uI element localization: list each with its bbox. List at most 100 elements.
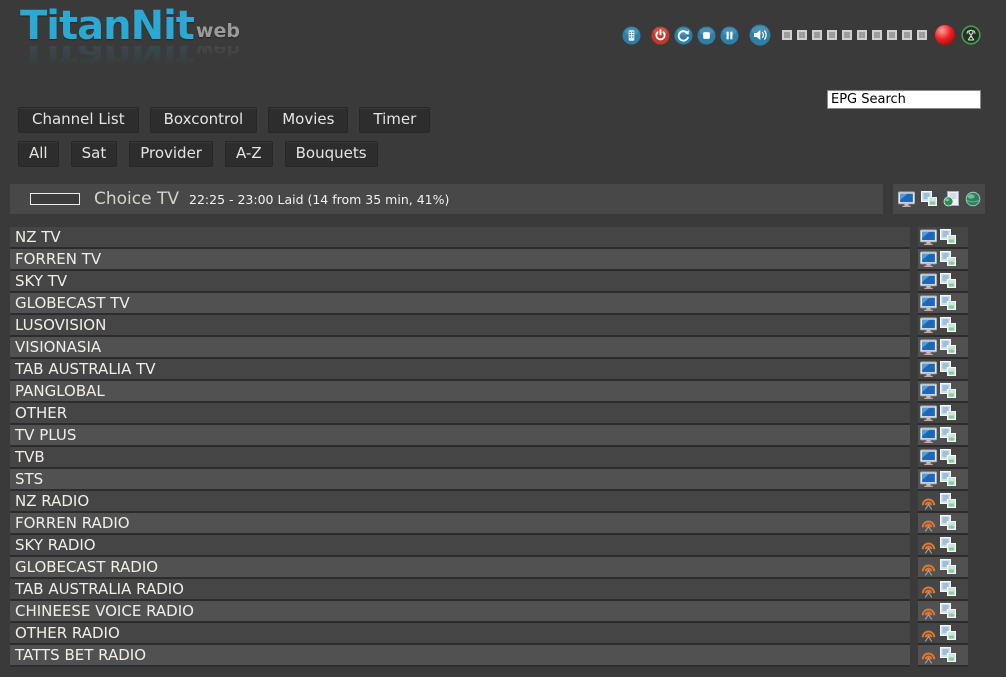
channel-name[interactable]: NZ RADIO	[10, 491, 910, 513]
screenshot-icon[interactable]	[940, 647, 956, 663]
screenshot-icon[interactable]	[940, 581, 956, 597]
speaker-icon[interactable]	[749, 24, 771, 46]
tv-screen-icon[interactable]	[897, 191, 915, 208]
volume-step[interactable]	[827, 30, 837, 40]
volume-step[interactable]	[842, 30, 852, 40]
channel-row-actions	[918, 315, 968, 337]
channel-name[interactable]: SKY RADIO	[10, 535, 910, 557]
screenshot-icon[interactable]	[940, 251, 956, 267]
channel-name[interactable]: GLOBECAST RADIO	[10, 557, 910, 579]
power-icon[interactable]	[651, 25, 670, 45]
channel-name[interactable]: TVB	[10, 447, 910, 469]
screenshot-icon[interactable]	[920, 191, 937, 207]
volume-step[interactable]	[917, 30, 927, 40]
screenshot-icon[interactable]	[940, 537, 956, 553]
screenshot-icon[interactable]	[940, 383, 956, 399]
volume-step[interactable]	[812, 30, 822, 40]
screenshot-icon[interactable]	[940, 229, 956, 245]
filter-button[interactable]: Sat	[70, 141, 118, 167]
volume-step[interactable]	[902, 30, 912, 40]
tv-icon[interactable]	[920, 449, 937, 466]
screenshot-icon[interactable]	[940, 559, 956, 575]
channel-name[interactable]: OTHER	[10, 403, 910, 425]
tv-icon[interactable]	[920, 427, 937, 444]
filter-button[interactable]: Provider	[129, 141, 213, 167]
tv-icon[interactable]	[920, 229, 937, 246]
logo-text: TitanNit web	[20, 6, 240, 46]
channel-name[interactable]: TATTS BET RADIO	[10, 645, 910, 667]
screenshot-icon[interactable]	[940, 625, 956, 641]
volume-step[interactable]	[857, 30, 867, 40]
radio-icon[interactable]	[920, 493, 937, 510]
screenshot-icon[interactable]	[940, 361, 956, 377]
nav-button[interactable]: Channel List	[18, 107, 139, 133]
radio-icon[interactable]	[920, 515, 937, 532]
radio-icon[interactable]	[920, 581, 937, 598]
web-icon[interactable]	[965, 191, 981, 207]
stop-icon[interactable]	[697, 25, 716, 45]
volume-step[interactable]	[887, 30, 897, 40]
screenshot-icon[interactable]	[940, 339, 956, 355]
screenshot-icon[interactable]	[940, 427, 956, 443]
screenshot-icon[interactable]	[940, 295, 956, 311]
tv-icon[interactable]	[920, 339, 937, 356]
channel-name[interactable]: CHINEESE VOICE RADIO	[10, 601, 910, 623]
screenshot-icon[interactable]	[940, 493, 956, 509]
channel-name[interactable]: OTHER RADIO	[10, 623, 910, 645]
tv-icon[interactable]	[920, 361, 937, 378]
tv-icon[interactable]	[920, 317, 937, 334]
channel-name[interactable]: SKY TV	[10, 271, 910, 293]
radio-icon[interactable]	[920, 537, 937, 554]
channel-name[interactable]: PANGLOBAL	[10, 381, 910, 403]
pause-icon[interactable]	[720, 25, 739, 45]
tv-icon[interactable]	[920, 471, 937, 488]
current-epg-text: 22:25 - 23:00 Laid (14 from 35 min, 41%)	[189, 191, 450, 207]
epg-search-input[interactable]	[827, 90, 981, 109]
channel-name[interactable]: LUSOVISION	[10, 315, 910, 337]
volume-step[interactable]	[797, 30, 807, 40]
screenshot-icon[interactable]	[940, 471, 956, 487]
nav-button[interactable]: Timer	[359, 107, 431, 133]
channel-row-actions	[918, 645, 968, 667]
radio-icon[interactable]	[920, 559, 937, 576]
volume-step[interactable]	[872, 30, 882, 40]
now-playing-info: Choice TV 22:25 - 23:00 Laid (14 from 35…	[10, 184, 883, 214]
channel-name[interactable]: NZ TV	[10, 227, 910, 249]
refresh-icon[interactable]	[674, 25, 693, 45]
channel-name[interactable]: TV PLUS	[10, 425, 910, 447]
channel-name[interactable]: TAB AUSTRALIA TV	[10, 359, 910, 381]
channel-row-actions	[918, 359, 968, 381]
playback-controls	[622, 24, 981, 46]
screenshot-icon[interactable]	[940, 273, 956, 289]
tv-icon[interactable]	[920, 383, 937, 400]
nav-button[interactable]: Movies	[268, 107, 349, 133]
remote-icon[interactable]	[622, 25, 641, 45]
tv-icon[interactable]	[920, 405, 937, 422]
channel-name[interactable]: TAB AUSTRALIA RADIO	[10, 579, 910, 601]
filter-button[interactable]: All	[18, 141, 59, 167]
channel-name[interactable]: FORREN RADIO	[10, 513, 910, 535]
filter-button[interactable]: Bouquets	[284, 141, 378, 167]
channel-name[interactable]: FORREN TV	[10, 249, 910, 271]
screenshot-icon[interactable]	[940, 515, 956, 531]
screenshot-icon[interactable]	[940, 603, 956, 619]
antenna-icon[interactable]	[961, 25, 981, 45]
screenshot-icon[interactable]	[940, 405, 956, 421]
tv-icon[interactable]	[920, 251, 937, 268]
channel-name[interactable]: STS	[10, 469, 910, 491]
screenshot-icon[interactable]	[940, 317, 956, 333]
screenshot-icon[interactable]	[940, 449, 956, 465]
channel-name[interactable]: GLOBECAST TV	[10, 293, 910, 315]
channel-name[interactable]: VISIONASIA	[10, 337, 910, 359]
nav-button[interactable]: Boxcontrol	[149, 107, 258, 133]
radio-icon[interactable]	[920, 625, 937, 642]
channel-row-actions	[918, 381, 968, 403]
radio-icon[interactable]	[920, 647, 937, 664]
tv-icon[interactable]	[920, 295, 937, 312]
radio-icon[interactable]	[920, 603, 937, 620]
volume-step[interactable]	[782, 30, 792, 40]
epg-page-icon[interactable]	[943, 191, 959, 207]
tv-icon[interactable]	[920, 273, 937, 290]
filter-button[interactable]: A-Z	[224, 141, 273, 167]
channel-row: NZ RADIO	[10, 491, 968, 513]
